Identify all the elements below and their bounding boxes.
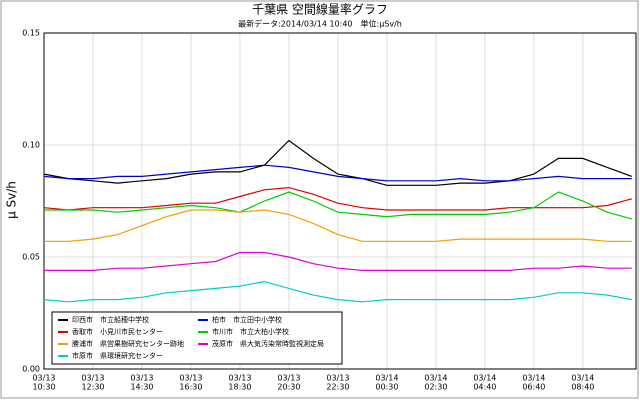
series-line <box>43 280 632 303</box>
legend-label: 柏市 市立田中小学校 <box>212 315 282 324</box>
series-line <box>43 164 632 182</box>
x-tick-label: 03/13 <box>277 374 300 383</box>
x-tick-label: 18:30 <box>228 383 251 392</box>
y-tick-label: 0.00 <box>22 365 40 374</box>
x-tick-label: 03/13 <box>32 374 55 383</box>
x-tick-label: 03/13 <box>326 374 349 383</box>
x-tick-label: 03/13 <box>179 374 202 383</box>
series-line <box>44 209 632 242</box>
y-axis-label: μ Sv/h <box>5 181 19 219</box>
series-line <box>43 139 633 186</box>
x-tick-label: 12:30 <box>81 383 104 392</box>
chart-subtitle: 最新データ:2014/03/14 10:40 単位:μSv/h <box>238 19 402 29</box>
x-tick-label: 22:30 <box>326 383 349 392</box>
x-tick-label: 02:30 <box>424 383 447 392</box>
legend-label: 勝浦市 県営果樹研究センター跡地 <box>72 339 184 348</box>
series-line <box>44 251 632 271</box>
y-tick-label: 0.05 <box>22 253 40 262</box>
plot-area <box>43 32 637 370</box>
x-tick-label: 14:30 <box>130 383 153 392</box>
x-tick-label: 03/13 <box>130 374 153 383</box>
x-tick-label: 03/14 <box>522 374 545 383</box>
x-tick-label: 03/14 <box>375 374 398 383</box>
x-tick-label: 03/14 <box>571 374 594 383</box>
x-tick-label: 04:40 <box>473 383 496 392</box>
x-tick-label: 10:30 <box>32 383 55 392</box>
x-tick-label: 03/14 <box>424 374 447 383</box>
legend-label: 茂原市 県大気汚染常時監視測定局 <box>212 339 324 348</box>
y-tick-label: 0.15 <box>22 29 40 38</box>
y-tick-label: 0.10 <box>22 141 40 150</box>
legend-label: 香取市 小見川市民センター <box>72 327 163 336</box>
x-tick-label: 20:30 <box>277 383 300 392</box>
x-tick-label: 06:40 <box>522 383 545 392</box>
x-tick-label: 16:30 <box>179 383 202 392</box>
x-tick-label: 03/14 <box>473 374 496 383</box>
legend-label: 市原市 県環境研究センター <box>72 351 163 360</box>
x-tick-label: 03/13 <box>81 374 104 383</box>
x-tick-label: 08:40 <box>571 383 594 392</box>
series-line <box>44 191 632 220</box>
legend-label: 印西市 市立船穂中学校 <box>72 315 149 324</box>
x-tick-label: 00:30 <box>375 383 398 392</box>
legend-box <box>51 311 343 365</box>
x-tick-label: 03/13 <box>228 374 251 383</box>
legend-label: 市川市 市立大柏小学校 <box>212 327 289 336</box>
chart-title: 千葉県 空間線量率グラフ <box>252 2 388 17</box>
